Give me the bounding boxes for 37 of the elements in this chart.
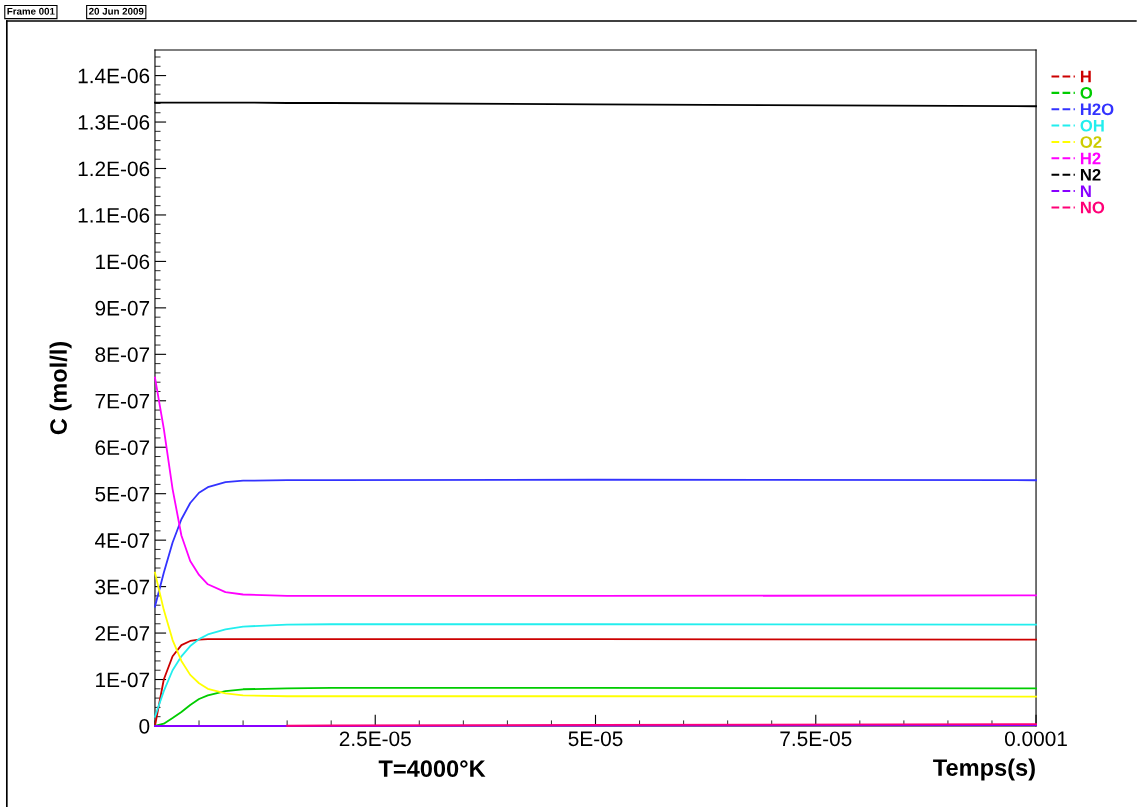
legend-label: H2O	[1080, 103, 1114, 116]
line-series	[154, 571, 1037, 698]
y-tick-label: 1.3E-06	[78, 115, 150, 130]
legend-label: H	[1080, 70, 1091, 83]
y-tick-label: 7E-07	[95, 393, 150, 409]
y-tick-label: 1.1E-06	[78, 207, 150, 223]
text: 20 Jun 2009	[89, 7, 144, 15]
y-tick-label: 1.4E-06	[78, 68, 150, 84]
legend-label: O2	[1080, 136, 1102, 148]
y-tick-label: 1.2E-06	[78, 161, 150, 177]
legend-label: H2	[1080, 152, 1101, 165]
y-tick-label: 9E-07	[95, 300, 150, 316]
x-tick-label: 0.0001	[1004, 731, 1067, 747]
line-series	[154, 478, 1037, 608]
legend-label: NO	[1080, 201, 1105, 214]
line-series	[154, 623, 1037, 718]
x-tick-label: 5E-05	[568, 731, 623, 747]
y-tick-label: 8E-07	[95, 347, 150, 363]
text: Frame 001	[7, 7, 55, 15]
x-axis-title: Temps(s)	[933, 758, 1035, 781]
y-tick-label: 5E-07	[95, 486, 150, 502]
y-tick-label: 1E-07	[96, 672, 150, 688]
y-tick-label: 2E-07	[95, 626, 150, 641]
legend-label: O	[1080, 87, 1093, 99]
y-tick-label: 3E-07	[95, 579, 150, 595]
text: T=4000°K	[378, 760, 486, 778]
y-axis-title: C (mol/l)	[49, 341, 72, 435]
x-tick-label: 2.5E-05	[339, 731, 411, 747]
y-tick-label: 0	[139, 718, 150, 734]
y-tick-label: 1E-06	[96, 254, 150, 270]
x-tick-label: 7.5E-05	[780, 731, 852, 747]
legend-label: N	[1080, 185, 1091, 197]
legend-label: N2	[1080, 168, 1101, 181]
legend-label: OH	[1080, 119, 1104, 132]
line-series	[154, 376, 1037, 597]
y-tick-label: 6E-07	[95, 440, 150, 455]
y-tick-label: 4E-07	[95, 533, 150, 548]
